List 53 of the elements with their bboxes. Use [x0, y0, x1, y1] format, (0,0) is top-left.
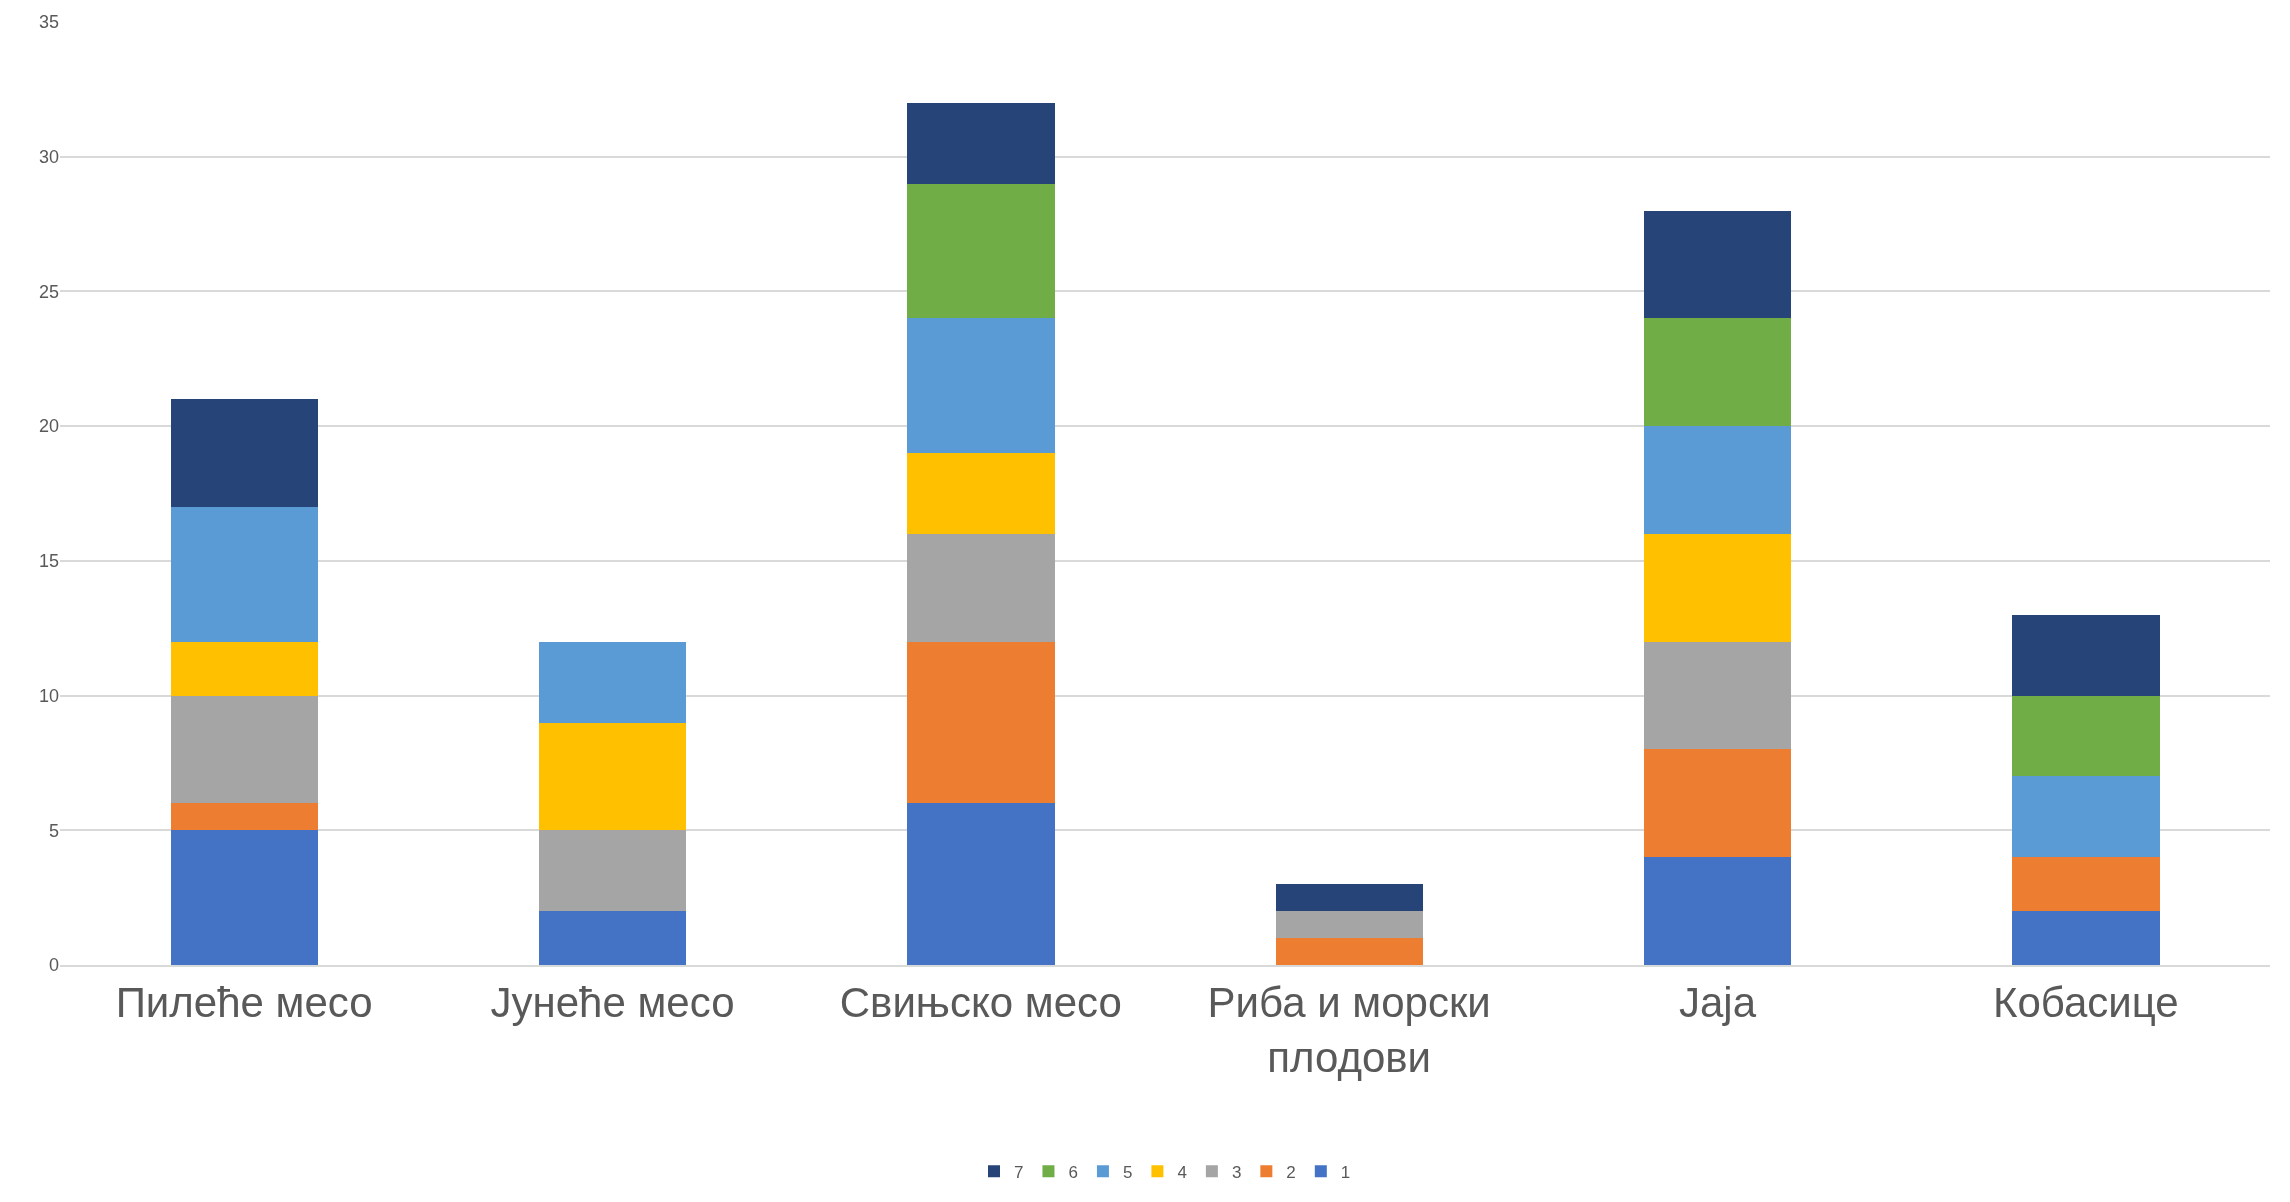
legend-label: 5 [1122, 1162, 1133, 1182]
bar [1643, 857, 1792, 965]
bar [1643, 641, 1792, 750]
bar [538, 830, 687, 912]
bar [538, 641, 687, 723]
legend-label: 6 [1068, 1162, 1078, 1182]
bar [1643, 533, 1792, 642]
bar [2012, 614, 2160, 696]
bar [170, 803, 318, 831]
y-tick-label: 35 [38, 12, 59, 33]
y-tick-label: 0 [48, 955, 59, 976]
bar [170, 695, 318, 804]
bar [1275, 884, 1423, 912]
bar [538, 911, 687, 965]
x-tick-label: Кобасице [1992, 979, 2179, 1027]
legend-label: 7 [1014, 1162, 1024, 1182]
bar [170, 641, 318, 696]
bar [907, 102, 1055, 184]
x-tick-label: Риба и морски плодови [1207, 979, 1491, 1081]
legend-label: 3 [1231, 1162, 1242, 1182]
bar [2012, 695, 2160, 777]
bar [170, 506, 318, 642]
bar [2012, 776, 2160, 858]
bar [1643, 426, 1792, 534]
bar [170, 830, 318, 965]
x-tick-label: Пилеће месо [115, 979, 373, 1027]
legend-label: 2 [1286, 1162, 1296, 1182]
y-tick-label: 30 [38, 147, 59, 168]
legend-label: 4 [1177, 1162, 1187, 1182]
y-tick-label: 15 [38, 551, 59, 572]
bar [907, 453, 1055, 534]
bar [2012, 857, 2160, 912]
y-tick-label: 10 [38, 685, 59, 706]
x-tick-label: Јаја [1678, 979, 1757, 1027]
bar [1275, 911, 1423, 939]
y-tick-label: 25 [38, 281, 59, 302]
bar [907, 183, 1055, 319]
bar [538, 722, 687, 831]
bar [1643, 210, 1792, 319]
x-tick-label: Свињско месо [839, 979, 1122, 1027]
y-tick-label: 5 [48, 820, 59, 841]
bar [2012, 911, 2160, 965]
bar [907, 641, 1055, 804]
bar [907, 803, 1055, 965]
bar [1643, 318, 1792, 427]
bar [907, 533, 1055, 642]
bar [1275, 938, 1423, 965]
bar [170, 399, 318, 507]
bar [1643, 749, 1792, 858]
x-tick-label: Јунеће месо [490, 979, 735, 1027]
legend-label: 1 [1340, 1162, 1351, 1182]
y-tick-label: 20 [38, 416, 59, 437]
bar [907, 318, 1055, 454]
